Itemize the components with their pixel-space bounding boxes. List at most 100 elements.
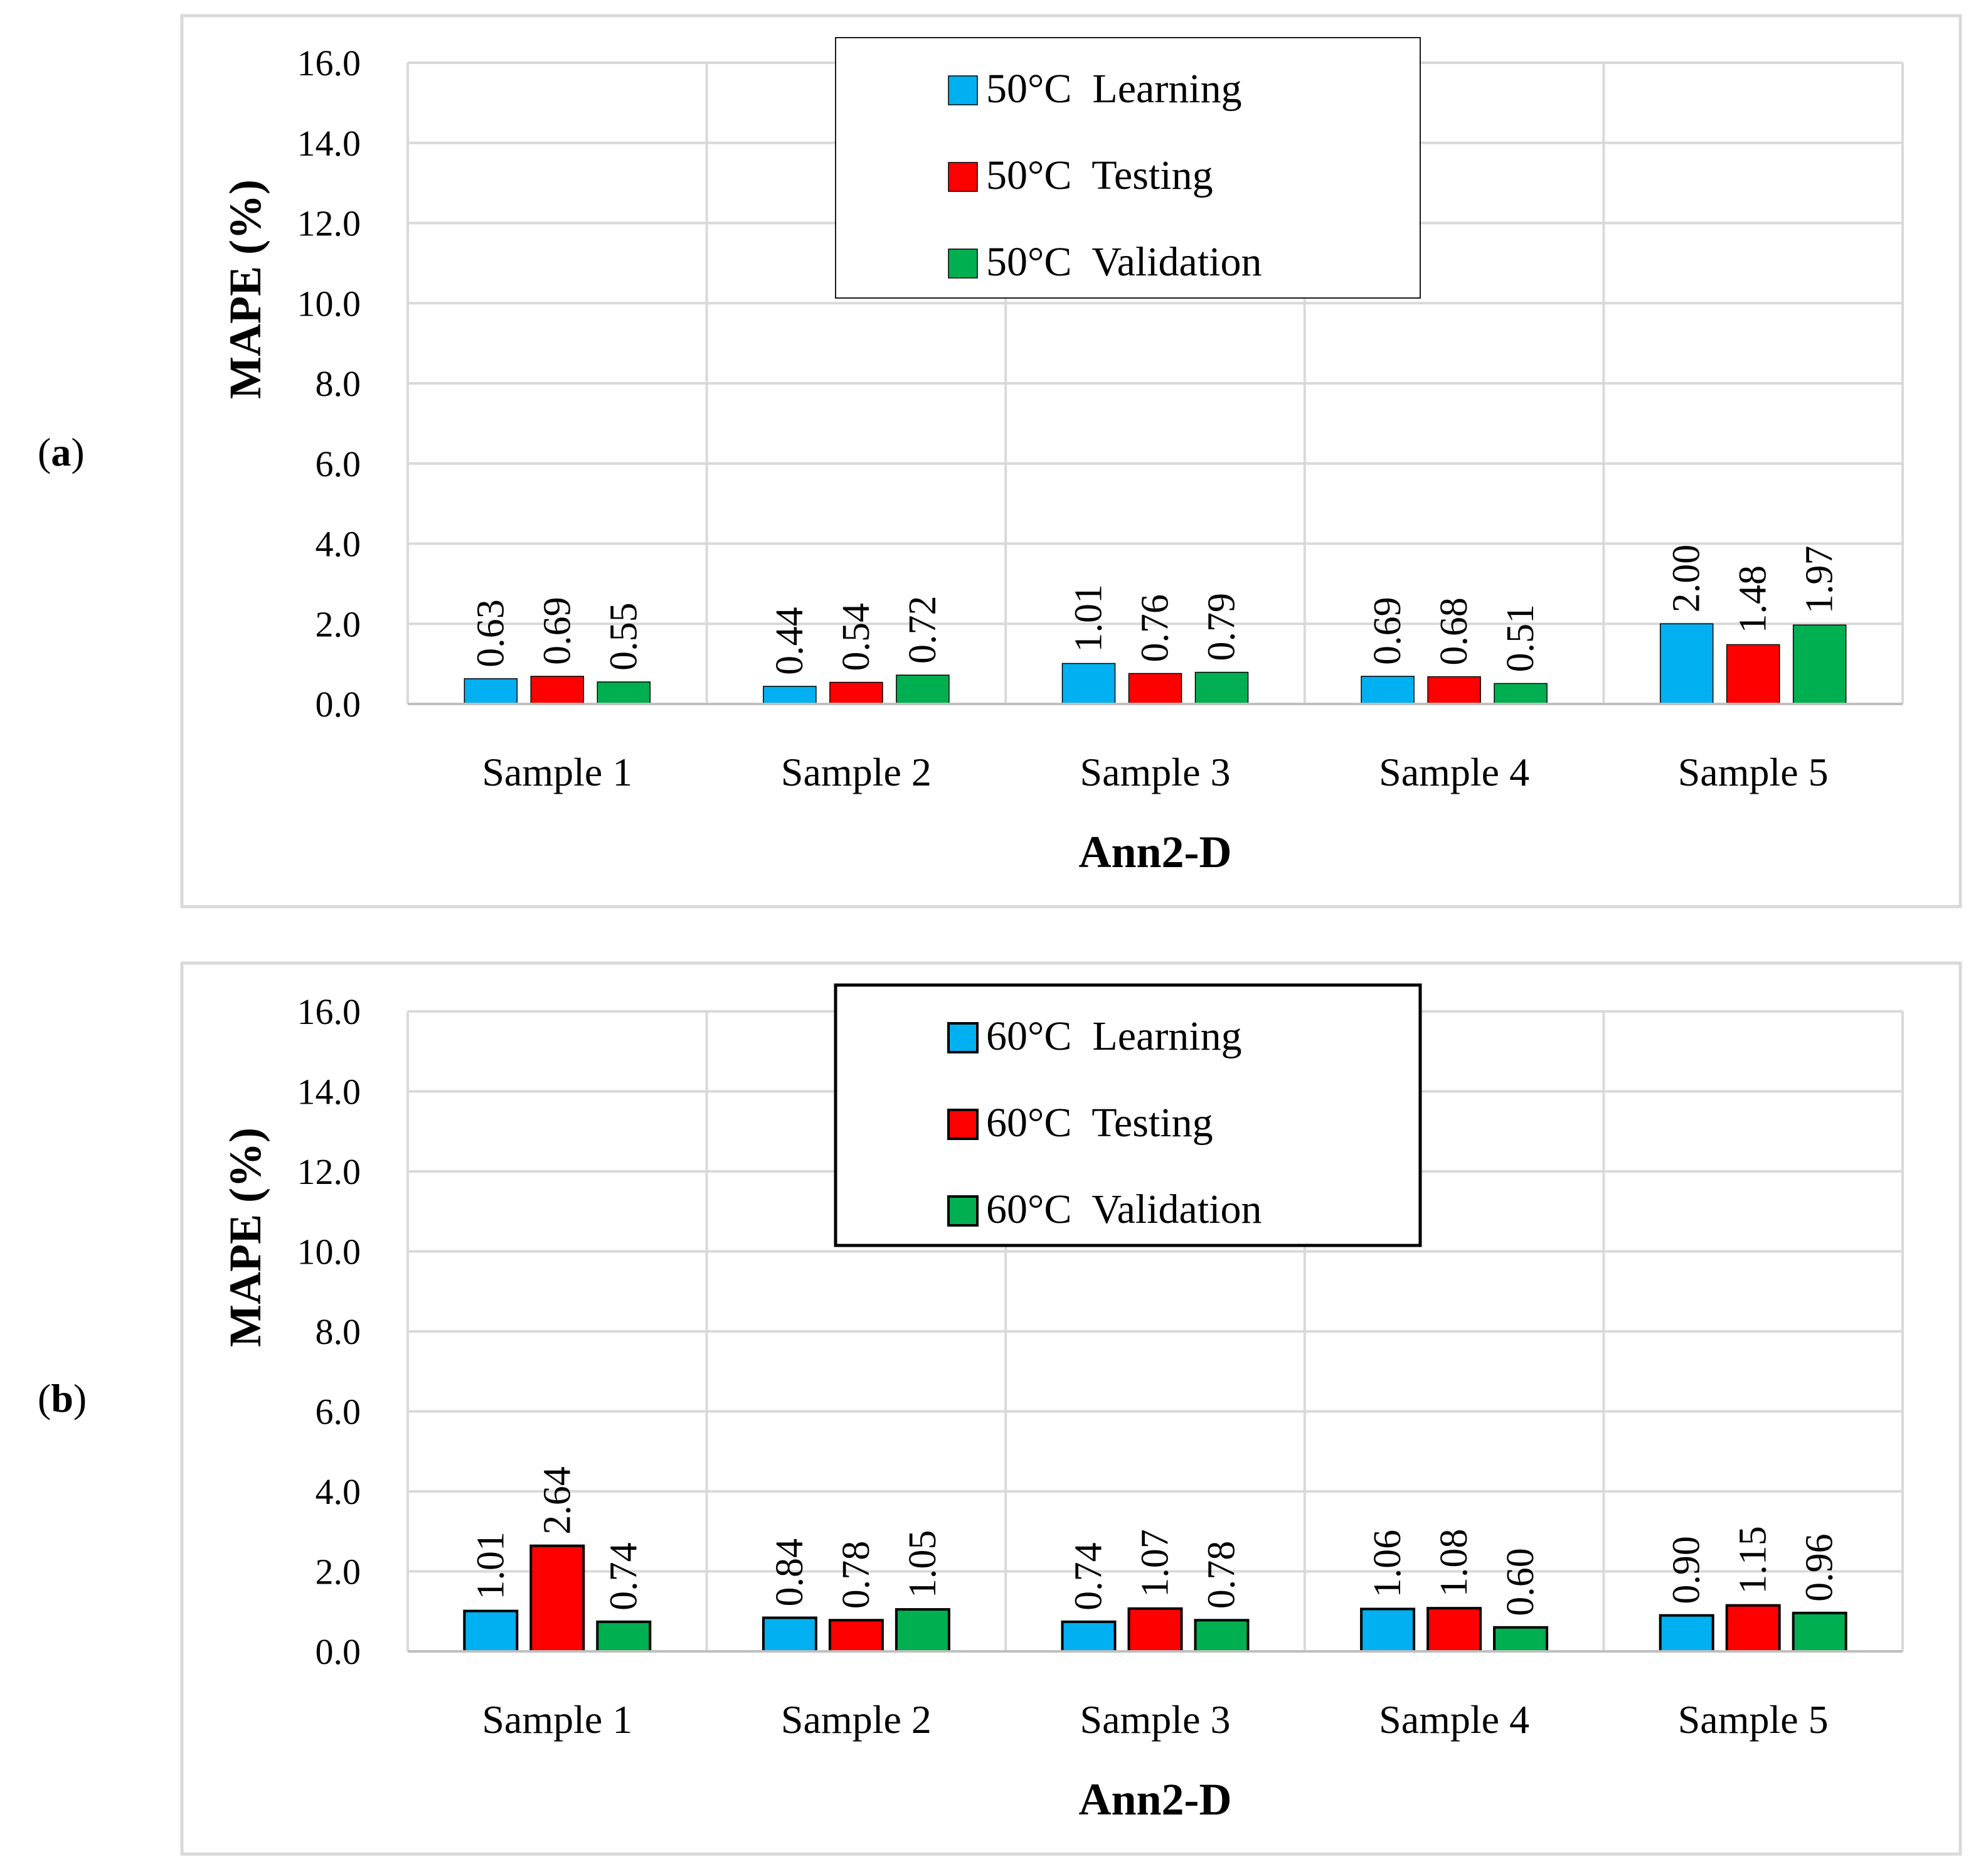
data-label: 1.01 <box>1068 584 1110 653</box>
bar <box>763 686 817 705</box>
legend-swatch <box>947 1022 979 1053</box>
x-tick-label: Sample 1 <box>482 1697 632 1742</box>
y-tick-label: 6.0 <box>316 444 361 484</box>
bar <box>1427 676 1481 705</box>
panel-label-letter: a <box>51 430 71 474</box>
y-tick-label: 8.0 <box>316 363 361 404</box>
y-tick-label: 2.0 <box>316 1552 361 1592</box>
bar <box>464 678 518 705</box>
data-label: 0.74 <box>1068 1542 1110 1611</box>
legend-label: 60°C Validation <box>986 1186 1262 1232</box>
data-label: 0.79 <box>1201 593 1243 661</box>
y-tick-label: 14.0 <box>297 1072 361 1112</box>
bar <box>1493 1626 1549 1653</box>
bar <box>896 674 950 705</box>
data-label: 1.15 <box>1732 1526 1775 1594</box>
legend-swatch <box>947 1195 979 1227</box>
data-label: 0.60 <box>1499 1548 1542 1616</box>
legend-swatch <box>947 1109 979 1140</box>
data-label: 1.05 <box>901 1530 944 1599</box>
legend-box <box>835 37 1421 299</box>
panel-label-open: ( <box>38 1376 51 1420</box>
data-label: 2.64 <box>536 1466 578 1535</box>
bar <box>596 1620 652 1653</box>
y-tick-label: 12.0 <box>297 1151 361 1192</box>
bar <box>1726 644 1780 705</box>
bar <box>1725 1604 1781 1653</box>
data-label: 0.78 <box>835 1541 878 1609</box>
x-tick-label: Sample 4 <box>1379 1697 1529 1742</box>
data-label: 1.97 <box>1798 546 1841 614</box>
data-label: 1.07 <box>1134 1529 1177 1597</box>
bar <box>1792 1611 1847 1653</box>
bar <box>463 1609 519 1653</box>
x-tick-label: Sample 3 <box>1080 750 1231 794</box>
panel-label-letter: b <box>51 1376 73 1420</box>
y-tick-label: 12.0 <box>297 203 361 244</box>
bar <box>762 1616 817 1653</box>
bars: 1.01 2.64 0.74 0.84 0.78 1.05 0.74 1.07 0.78 1.06… <box>463 1466 1847 1653</box>
panel-label-close: ) <box>71 430 84 474</box>
bar <box>597 681 651 705</box>
legend: 60°C Learning 60°C Testing 60°C Validation <box>834 983 1422 1247</box>
data-label: 1.48 <box>1732 565 1775 634</box>
chart-frame <box>180 961 1962 1856</box>
data-label: 0.68 <box>1433 597 1475 666</box>
legend-swatch <box>948 248 978 279</box>
legend-label: 60°C Testing <box>986 1100 1213 1146</box>
x-tick-label: Sample 1 <box>482 750 632 794</box>
x-axis-title: Ann2-D <box>1078 827 1231 877</box>
legend: 50°C Learning 50°C Testing 50°C Validation <box>835 37 1421 299</box>
legend-swatch <box>948 75 978 105</box>
bars: 0.63 0.69 0.55 0.44 0.54 0.72 1.01 0.76 0.79 0.69… <box>464 545 1847 705</box>
panel-label: (b) <box>38 1376 87 1420</box>
data-label: 2.00 <box>1665 545 1708 613</box>
legend-box <box>834 983 1422 1247</box>
bar <box>530 676 585 705</box>
y-axis-title: MAPE (%) <box>220 179 270 399</box>
data-label: 0.54 <box>835 603 878 671</box>
bar <box>1194 1619 1250 1653</box>
x-tick-label: Sample 2 <box>781 750 932 794</box>
bar <box>1426 1607 1482 1653</box>
x-tick-label: Sample 3 <box>1080 1697 1231 1742</box>
bar <box>1127 1607 1183 1653</box>
bar <box>1128 673 1182 705</box>
bar <box>895 1608 950 1653</box>
y-tick-label: 2.0 <box>316 604 361 644</box>
y-tick-label: 0.0 <box>316 684 361 725</box>
bar <box>1494 683 1548 705</box>
data-label: 0.51 <box>1499 604 1542 673</box>
y-tick-label: 4.0 <box>316 1471 361 1512</box>
bar <box>1194 671 1249 705</box>
y-tick-label: 16.0 <box>297 991 361 1032</box>
data-label: 0.84 <box>768 1538 811 1607</box>
data-label: 0.74 <box>602 1542 645 1611</box>
legend-label: 50°C Validation <box>986 239 1262 285</box>
data-label: 0.90 <box>1665 1536 1708 1604</box>
y-axis-title: MAPE (%) <box>220 1127 270 1347</box>
bar <box>529 1544 585 1653</box>
y-tick-label: 8.0 <box>316 1311 361 1352</box>
y-tick-label: 10.0 <box>297 283 361 324</box>
bar <box>1792 624 1847 705</box>
y-tick-label: 16.0 <box>297 43 361 83</box>
y-tick-label: 6.0 <box>316 1392 361 1432</box>
panel-label-open: ( <box>38 430 51 474</box>
bar <box>828 1619 884 1653</box>
x-tick-label: Sample 2 <box>781 1697 932 1742</box>
legend-swatch <box>948 162 978 192</box>
legend-label: 50°C Learning <box>986 66 1242 112</box>
bar <box>1061 1620 1117 1653</box>
legend-label: 50°C Testing <box>986 152 1213 198</box>
data-label: 0.78 <box>1201 1541 1243 1609</box>
bar <box>1659 1614 1714 1653</box>
y-tick-label: 10.0 <box>297 1232 361 1272</box>
x-tick-label: Sample 5 <box>1678 1697 1829 1742</box>
data-label: 0.69 <box>536 597 578 665</box>
bar <box>1061 663 1116 705</box>
panel-label: (a) <box>38 430 85 474</box>
data-label: 0.55 <box>602 602 645 671</box>
data-label: 0.96 <box>1798 1533 1841 1602</box>
bar <box>829 681 883 705</box>
